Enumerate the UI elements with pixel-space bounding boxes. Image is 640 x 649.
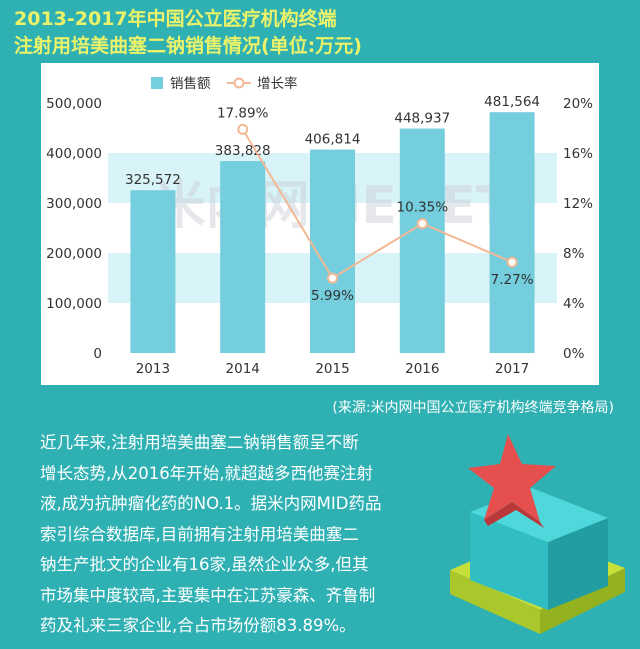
cube-front <box>470 512 548 610</box>
x-tick-label: 2017 <box>495 361 529 377</box>
cube-side <box>548 518 608 610</box>
x-tick-label: 2014 <box>226 361 260 377</box>
x-tick-label: 2016 <box>405 361 439 377</box>
bar-value-label: 406,814 <box>305 132 361 148</box>
bar-value-label: 481,564 <box>484 94 540 110</box>
base-left <box>450 570 540 634</box>
star-shape <box>468 434 556 522</box>
body-line: 药及礼来三家企业,合占市场份额83.89%。 <box>40 616 356 635</box>
body-line: 索引综合数据库,目前拥有注射用培美曲塞二 <box>40 524 359 544</box>
legend-label-line: 增长率 <box>257 75 298 92</box>
growth-point <box>506 256 518 268</box>
bar-value-label: 383,828 <box>215 143 271 159</box>
combo-chart: 米内网MENET0100,000200,000300,000400,000500… <box>46 75 593 377</box>
body-line: 液,成为抗肿瘤化药的NO.1。据米内网MID药品 <box>40 494 382 513</box>
bar-value-label: 448,937 <box>394 111 450 127</box>
y-left-tick-label: 300,000 <box>46 196 102 212</box>
growth-point <box>237 123 249 135</box>
x-tick-label: 2013 <box>136 361 170 377</box>
bar <box>130 190 176 353</box>
y-left-tick-label: 100,000 <box>46 296 102 312</box>
y-right-tick-label: 16% <box>563 146 593 162</box>
y-right-tick-label: 20% <box>563 96 593 112</box>
growth-value-label: 5.99% <box>311 288 354 304</box>
body-line: 钠生产批文的企业有16家,虽然企业众多,但其 <box>40 555 369 574</box>
title-line-1: 2013-2017年中国公立医疗机构终端 <box>14 8 337 30</box>
source-note: (来源:米内网中国公立医疗机构终端竞争格局) <box>332 400 614 416</box>
body-line: 近几年来,注射用培美曲塞二钠销售额呈不断 <box>40 433 359 452</box>
podium-star-icon <box>450 434 625 634</box>
body-paragraph: 近几年来,注射用培美曲塞二钠销售额呈不断 增长态势,从2016年开始,就超越多西… <box>40 428 448 642</box>
growth-value-label: 10.35% <box>397 200 449 216</box>
chart-title: 2013-2017年中国公立医疗机构终端 注射用培美曲塞二钠销售情况(单位:万元… <box>14 6 362 60</box>
bar <box>220 161 266 353</box>
bar-value-label: 325,572 <box>125 172 181 188</box>
chart-panel: 米内网MENET0100,000200,000300,000400,000500… <box>41 63 599 385</box>
y-left-tick-label: 0 <box>93 346 102 362</box>
growth-value-label: 17.89% <box>217 105 269 121</box>
y-right-tick-label: 4% <box>563 296 585 312</box>
star-shade <box>484 502 544 528</box>
y-left-tick-label: 200,000 <box>46 246 102 262</box>
y-right-tick-label: 0% <box>563 346 585 362</box>
y-left-tick-label: 400,000 <box>46 146 102 162</box>
growth-line <box>241 128 513 280</box>
legend-label-bar: 销售额 <box>170 76 211 92</box>
title-line-2: 注射用培美曲塞二钠销售情况(单位:万元) <box>14 35 362 57</box>
body-line: 增长态势,从2016年开始,就超越多西他赛注射 <box>40 463 373 483</box>
y-right-tick-label: 8% <box>563 246 585 262</box>
x-tick-label: 2015 <box>315 361 349 377</box>
y-right-tick-label: 12% <box>563 196 593 212</box>
bar <box>310 149 355 353</box>
legend-swatch-marker <box>233 77 245 89</box>
growth-value-label: 7.27% <box>491 272 534 288</box>
bar <box>489 112 535 353</box>
growth-point <box>327 272 338 284</box>
body-line: 市场集中度较高,主要集中在江苏豪森、齐鲁制 <box>40 585 376 605</box>
y-left-tick-label: 500,000 <box>46 96 102 112</box>
legend-swatch-bar <box>151 77 163 89</box>
growth-point <box>416 218 428 230</box>
bar <box>399 128 445 353</box>
